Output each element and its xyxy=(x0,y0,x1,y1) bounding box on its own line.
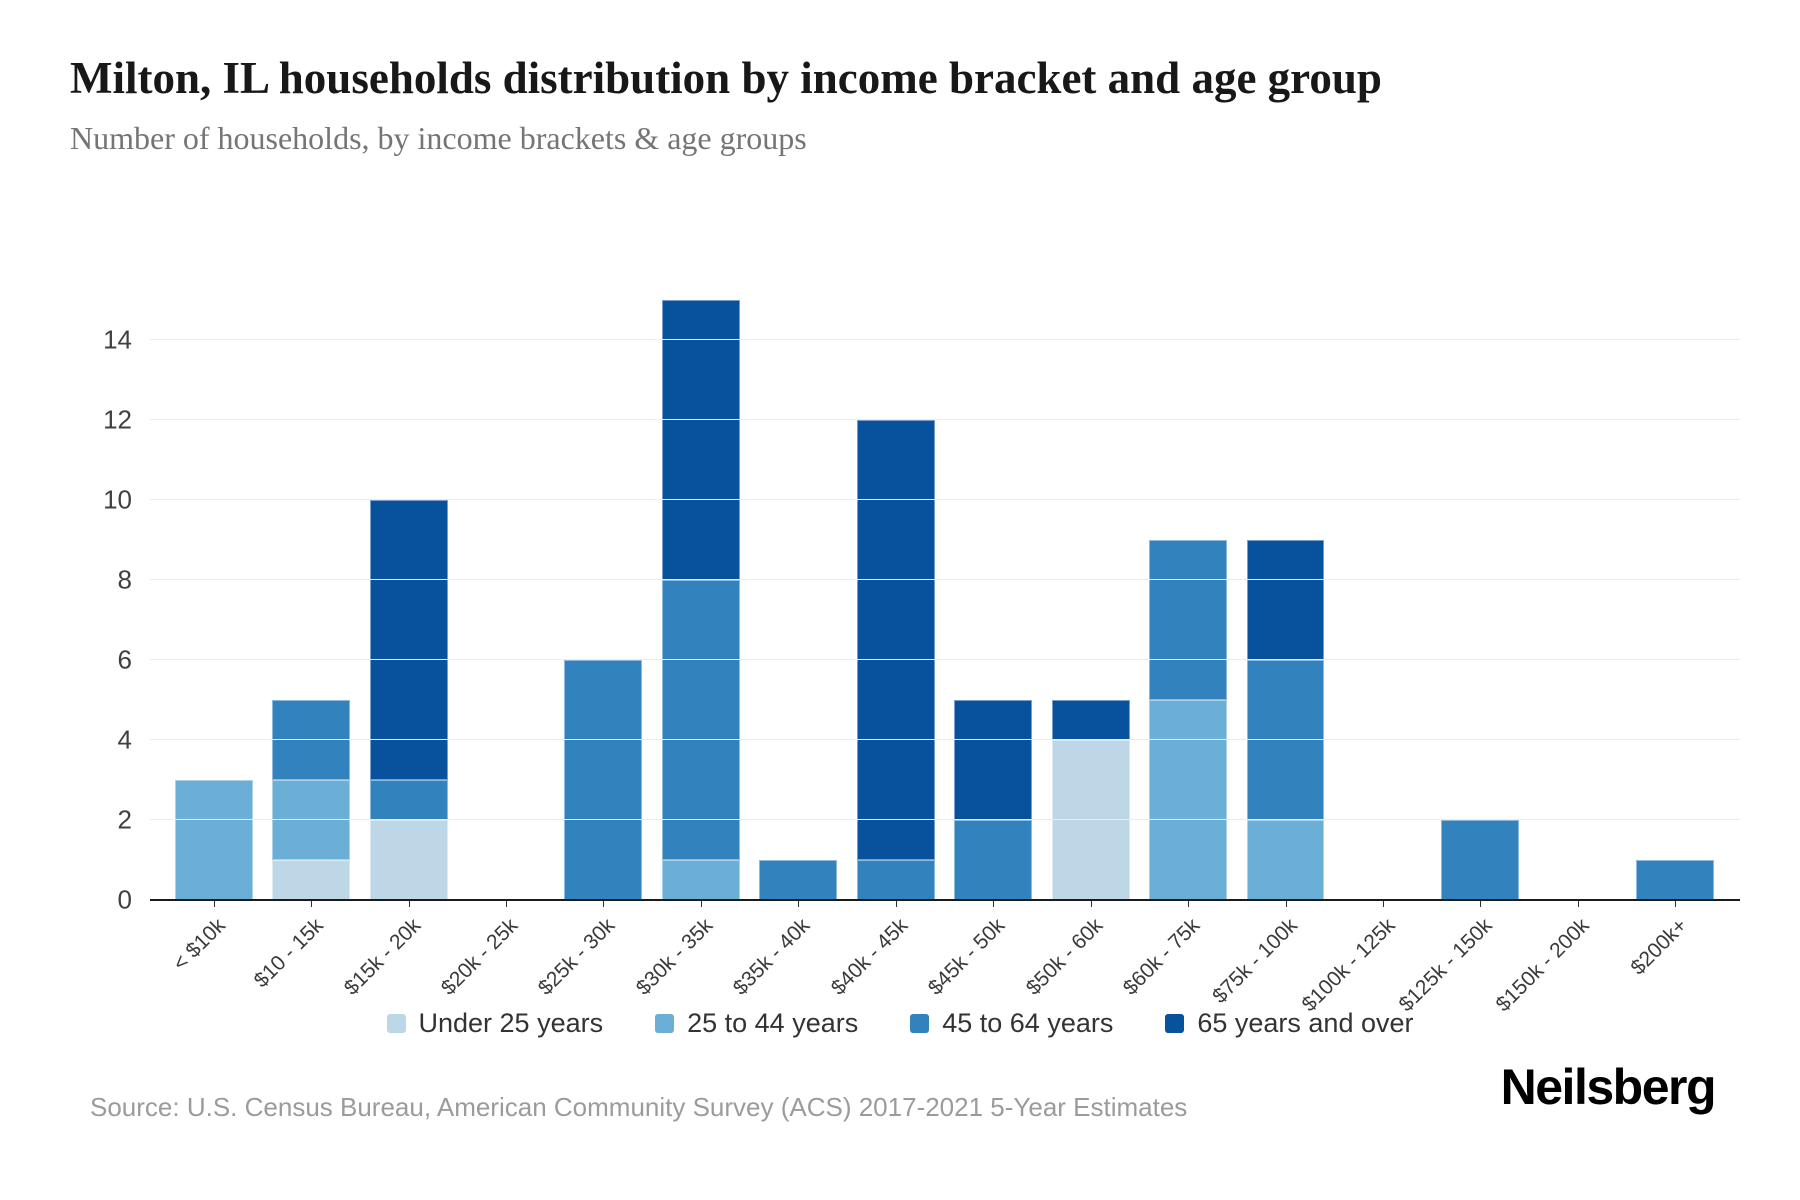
bar-column: $150k - 200k xyxy=(1492,300,1626,1016)
bar-column: $125k - 150k xyxy=(1395,300,1529,1016)
bar-segment[interactable] xyxy=(954,820,1033,900)
x-label-anchor: $200k+ xyxy=(1626,900,1724,990)
x-axis-tick xyxy=(895,900,897,907)
bar-segment[interactable] xyxy=(661,580,740,860)
bar-column: $25k - 30k xyxy=(534,300,652,1000)
legend-label: 45 to 64 years xyxy=(942,1008,1114,1038)
plot-area: < $10k $10 - 15k $15k - 20k $20k - 25k $25k … xyxy=(150,300,1740,1016)
bar-segment[interactable] xyxy=(1149,700,1228,900)
legend-swatch-icon xyxy=(1165,1014,1185,1033)
x-axis-tick xyxy=(1480,900,1482,907)
bar-segment[interactable] xyxy=(1246,820,1325,900)
gridline-y-14 xyxy=(150,339,1740,340)
bar-column: $20k - 25k xyxy=(437,300,554,1000)
bar-column: $10 - 15k xyxy=(249,300,359,992)
bar-segment[interactable] xyxy=(272,700,351,780)
x-tick-label: $200k+ xyxy=(1626,914,1692,980)
x-axis-tick xyxy=(603,900,605,907)
legend-item[interactable]: 25 to 44 years xyxy=(655,1008,858,1039)
bar-segment[interactable] xyxy=(1441,820,1520,900)
legend-label: 65 years and over xyxy=(1197,1008,1414,1038)
bar-column: $200k+ xyxy=(1626,300,1724,979)
legend-label: Under 25 years xyxy=(418,1008,604,1038)
y-tick-label-0: 0 xyxy=(117,884,132,915)
x-axis-tick xyxy=(1188,900,1190,907)
bar-segment[interactable] xyxy=(759,860,838,900)
bar-segment[interactable] xyxy=(1051,700,1130,740)
y-tick-label-12: 12 xyxy=(103,404,132,435)
x-tick-label: < $10k xyxy=(168,914,230,976)
bar-segment[interactable] xyxy=(661,300,740,580)
x-axis-tick xyxy=(506,900,508,907)
bar-column: < $10k xyxy=(165,300,262,975)
y-tick-label-6: 6 xyxy=(117,644,132,675)
bar-column: $100k - 125k xyxy=(1297,300,1431,1016)
x-label-anchor: < $10k xyxy=(165,900,262,990)
legend-item[interactable]: Under 25 years xyxy=(386,1008,604,1039)
bar-segment[interactable] xyxy=(856,420,935,860)
x-axis-tick xyxy=(408,900,410,907)
y-tick-label-14: 14 xyxy=(103,324,132,355)
gridline-y-2 xyxy=(150,819,1740,820)
bar-column: $40k - 45k xyxy=(826,300,944,1000)
y-axis: 0 2 4 6 8 10 12 14 xyxy=(0,300,140,915)
gridline-y-12 xyxy=(150,419,1740,420)
gridline-y-10 xyxy=(150,499,1740,500)
x-axis-tick xyxy=(1285,900,1287,907)
x-axis-line xyxy=(150,899,1740,901)
source-text: Source: U.S. Census Bureau, American Com… xyxy=(90,1092,1188,1122)
legend-swatch-icon xyxy=(655,1014,675,1033)
x-axis-tick xyxy=(700,900,702,907)
x-axis-tick xyxy=(1382,900,1384,907)
bars-container: < $10k $10 - 15k $15k - 20k $20k - 25k $25k … xyxy=(165,300,1724,1016)
bar-segment[interactable] xyxy=(174,780,253,900)
x-axis-tick xyxy=(798,900,800,907)
bar-column: $15k - 20k xyxy=(339,300,457,1000)
y-tick-label-4: 4 xyxy=(117,724,132,755)
gridline-y-8 xyxy=(150,579,1740,580)
gridline-y-6 xyxy=(150,659,1740,660)
x-label-anchor: $150k - 200k xyxy=(1492,900,1626,1016)
x-axis-tick xyxy=(311,900,313,907)
bar-segment[interactable] xyxy=(1246,660,1325,820)
y-tick-label-8: 8 xyxy=(117,564,132,595)
bar-segment[interactable] xyxy=(1051,740,1130,900)
y-tick-label-10: 10 xyxy=(103,484,132,515)
bar-column: $45k - 50k xyxy=(924,300,1042,1000)
neilsberg-logo: Neilsberg xyxy=(1500,1059,1717,1115)
bar-column: $35k - 40k xyxy=(729,300,847,1000)
x-axis-tick xyxy=(1675,900,1677,907)
bar-segment[interactable] xyxy=(1149,540,1228,700)
bar-column: $60k - 75k xyxy=(1119,300,1236,1000)
x-axis-tick xyxy=(1090,900,1092,907)
x-axis-tick xyxy=(213,900,215,907)
bar-column: $30k - 35k xyxy=(632,300,749,1000)
bar-segment[interactable] xyxy=(954,700,1033,820)
bar-segment[interactable] xyxy=(1246,540,1325,660)
page-subtitle: Number of households, by income brackets… xyxy=(70,120,807,156)
bar-segment[interactable] xyxy=(564,660,643,900)
bar-segment[interactable] xyxy=(272,780,351,860)
legend-item[interactable]: 45 to 64 years xyxy=(910,1008,1113,1039)
bar-segment[interactable] xyxy=(272,860,351,900)
legend: Under 25 years 25 to 44 years 45 to 64 yea… xyxy=(0,1008,1800,1039)
legend-swatch-icon xyxy=(386,1014,406,1033)
bar-segment[interactable] xyxy=(369,500,448,780)
gridline-y-4 xyxy=(150,739,1740,740)
bar-segment[interactable] xyxy=(856,860,935,900)
legend-swatch-icon xyxy=(910,1014,930,1033)
x-axis-tick xyxy=(1577,900,1579,907)
bar-segment[interactable] xyxy=(369,780,448,820)
bar-segment[interactable] xyxy=(661,860,740,900)
bar-column: $75k - 100k xyxy=(1208,300,1334,1008)
bar-segment[interactable] xyxy=(369,820,448,900)
y-tick-label-2: 2 xyxy=(117,804,132,835)
x-axis-tick xyxy=(993,900,995,907)
legend-item[interactable]: 65 years and over xyxy=(1165,1008,1414,1039)
bar-segment[interactable] xyxy=(1636,860,1715,900)
page-title: Milton, IL households distribution by in… xyxy=(70,53,1382,103)
legend-label: 25 to 44 years xyxy=(687,1008,859,1038)
bar-column: $50k - 60k xyxy=(1021,300,1139,1000)
